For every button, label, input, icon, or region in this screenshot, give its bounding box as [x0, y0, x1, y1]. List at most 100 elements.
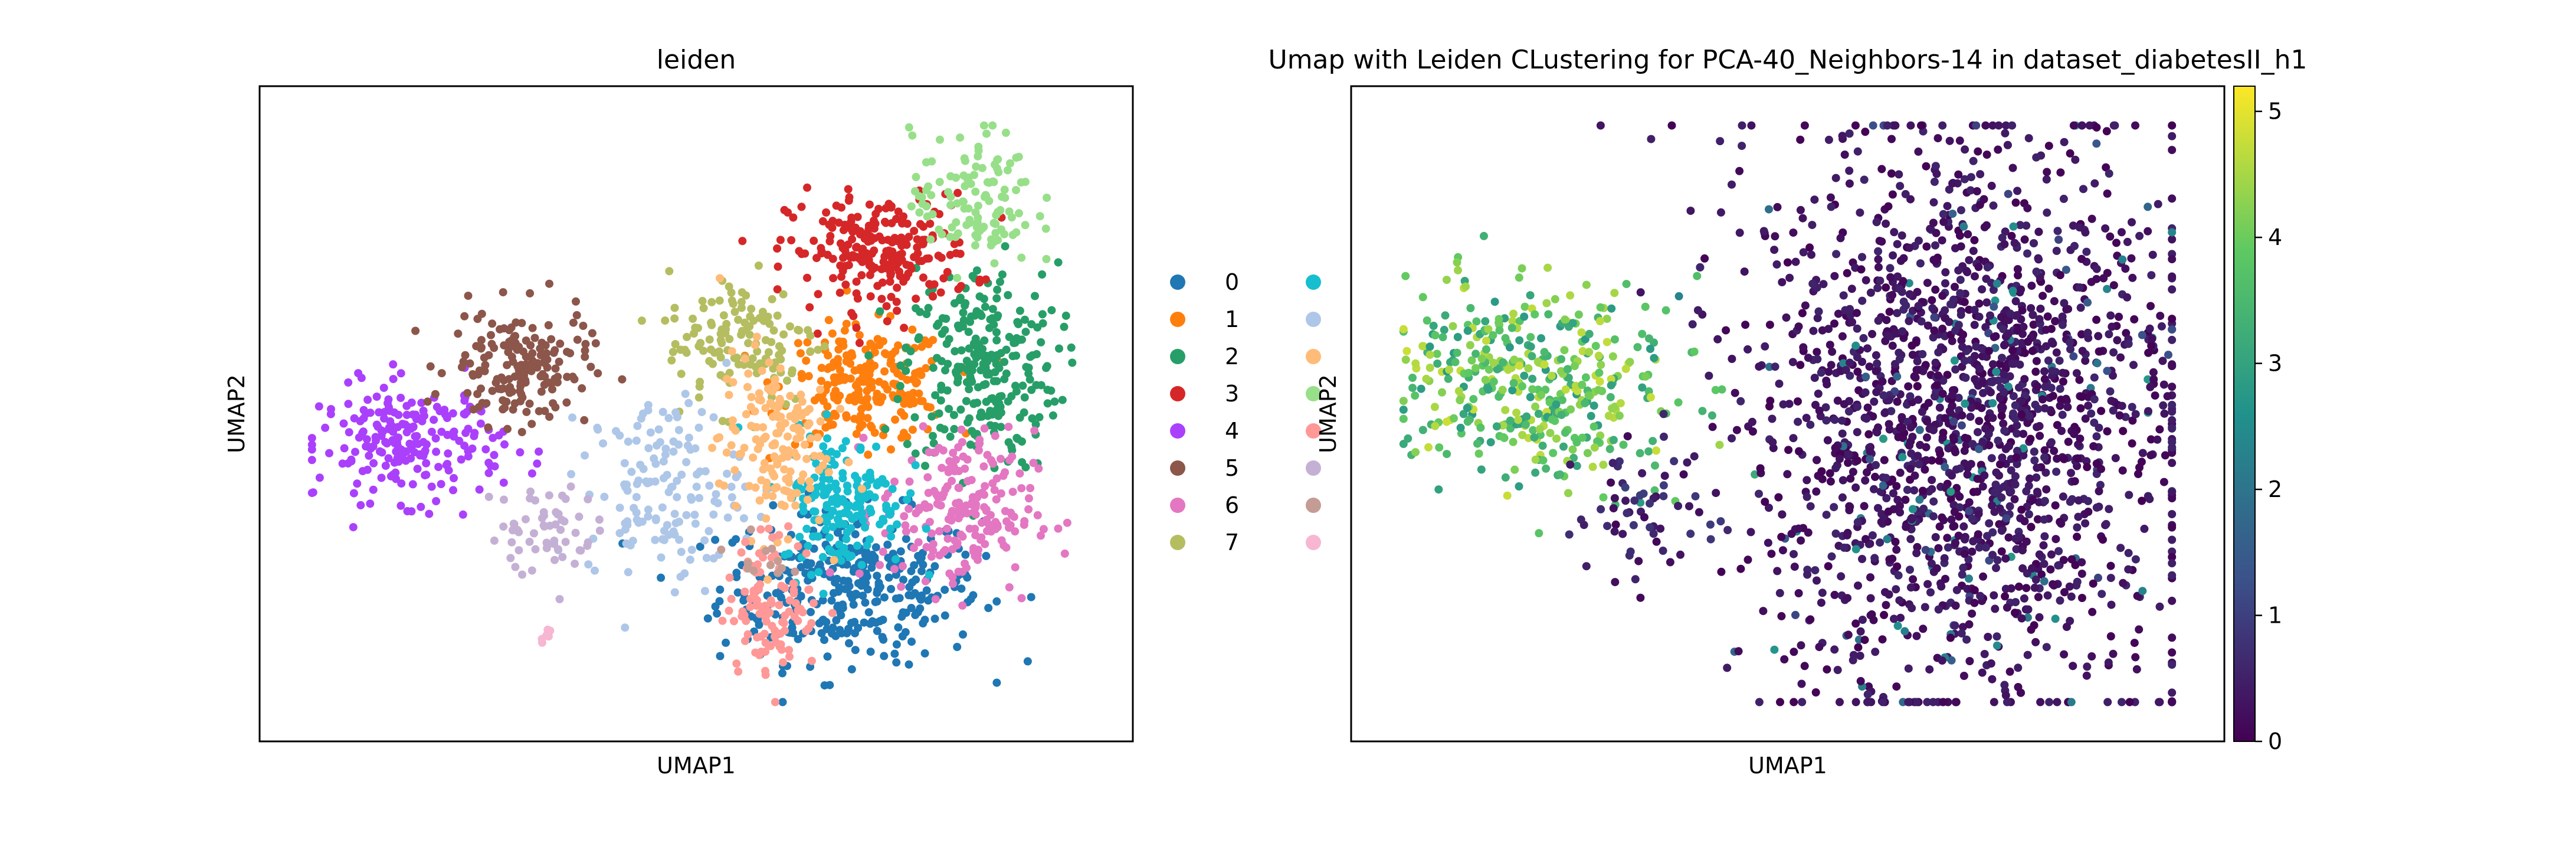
point-cluster-1	[825, 363, 834, 372]
point-main-cluster	[1843, 594, 1852, 603]
point-left-cluster	[1464, 368, 1473, 377]
point-main-cluster	[2044, 285, 2053, 293]
point-main-cluster	[1885, 396, 1893, 405]
point-cluster-0	[876, 583, 884, 591]
point-main-cluster	[2168, 688, 2177, 697]
point-cluster-0	[835, 583, 844, 592]
point-cluster-11	[961, 182, 969, 191]
point-main-cluster	[1929, 218, 1938, 227]
point-cluster-5	[477, 384, 485, 393]
point-main-cluster	[2046, 565, 2055, 574]
point-left-cluster	[1582, 280, 1591, 289]
point-main-cluster	[1976, 170, 1985, 179]
point-main-cluster	[1918, 486, 1927, 495]
point-cluster-6	[969, 544, 978, 552]
point-cluster-8	[825, 475, 834, 483]
point-main-cluster	[1866, 573, 1874, 582]
point-cluster-0	[778, 698, 787, 707]
point-main-cluster	[2033, 382, 2041, 391]
point-cluster-4	[385, 423, 394, 432]
point-left-cluster	[1530, 310, 1539, 319]
point-main-cluster	[1903, 485, 1912, 494]
point-main-cluster	[2007, 487, 2015, 496]
point-bridge	[1629, 521, 1638, 529]
point-left-cluster	[1638, 329, 1647, 338]
point-main-cluster	[1958, 570, 1967, 579]
point-cluster-11	[1041, 224, 1050, 233]
point-cluster-14	[774, 568, 782, 577]
point-main-cluster	[1952, 465, 1961, 474]
point-left-cluster	[1429, 322, 1438, 330]
point-cluster-12	[737, 548, 746, 557]
point-left-cluster	[1715, 440, 1724, 449]
point-cluster-15	[543, 625, 552, 634]
point-main-cluster	[1893, 309, 1902, 318]
point-left-cluster	[1641, 372, 1650, 381]
point-cluster-9	[615, 504, 624, 512]
point-main-cluster	[1919, 504, 1928, 513]
point-cluster-9	[659, 474, 668, 483]
point-cluster-7	[705, 335, 714, 344]
point-cluster-10	[747, 393, 756, 401]
point-cluster-11	[912, 172, 920, 181]
point-main-cluster	[1848, 318, 1857, 326]
point-cluster-0	[716, 585, 725, 594]
point-cluster-11	[952, 174, 961, 182]
point-cluster-2	[929, 431, 937, 440]
point-cluster-13	[509, 526, 517, 535]
point-cluster-2	[985, 323, 994, 332]
point-cluster-9	[664, 414, 673, 423]
point-cluster-0	[907, 567, 916, 576]
point-cluster-10	[771, 439, 779, 448]
point-cluster-3	[844, 185, 853, 194]
point-cluster-0	[815, 560, 824, 569]
point-main-cluster	[2130, 639, 2139, 648]
point-left-cluster	[1546, 429, 1555, 437]
point-cluster-5	[472, 342, 481, 351]
point-cluster-3	[774, 262, 782, 271]
point-cluster-1	[850, 395, 859, 404]
point-main-cluster	[2008, 121, 2017, 130]
point-cluster-12	[761, 671, 770, 679]
point-main-cluster	[2090, 179, 2099, 188]
point-cluster-2	[995, 392, 1004, 401]
point-cluster-9	[682, 457, 691, 466]
point-cluster-6	[980, 503, 988, 512]
point-left-cluster	[1548, 415, 1556, 424]
point-cluster-13	[521, 515, 530, 524]
point-cluster-0	[861, 598, 870, 607]
point-left-cluster	[1585, 348, 1594, 357]
point-main-cluster	[1716, 208, 1725, 217]
point-main-cluster	[1866, 594, 1875, 603]
point-cluster-5	[460, 312, 469, 321]
point-main-cluster	[2023, 613, 2032, 622]
point-cluster-5	[544, 321, 553, 329]
point-cluster-0	[930, 562, 939, 571]
point-cluster-3	[975, 278, 984, 287]
point-cluster-4	[351, 447, 359, 456]
point-main-cluster	[1882, 316, 1891, 325]
point-cluster-6	[932, 490, 940, 499]
point-cluster-8	[861, 523, 869, 532]
point-cluster-13	[499, 522, 508, 531]
point-main-cluster	[2052, 348, 2061, 357]
point-cluster-7	[668, 348, 677, 357]
point-main-cluster	[1939, 698, 1948, 707]
point-main-cluster	[2076, 434, 2085, 443]
point-left-cluster	[1456, 396, 1464, 404]
point-main-cluster	[1998, 233, 2007, 242]
point-cluster-0	[907, 604, 916, 612]
point-main-cluster	[2013, 265, 2022, 273]
point-main-cluster	[2028, 564, 2036, 573]
point-cluster-0	[755, 620, 763, 629]
point-cluster-1	[824, 316, 833, 325]
point-main-cluster	[1987, 388, 1995, 397]
point-cluster-0	[902, 534, 910, 543]
point-main-cluster	[1945, 185, 1954, 194]
point-main-cluster	[1790, 563, 1799, 571]
point-main-cluster	[2128, 439, 2136, 448]
point-cluster-5	[551, 364, 560, 373]
point-cluster-12	[732, 659, 741, 668]
point-main-cluster	[1887, 169, 1896, 178]
point-main-cluster	[1765, 504, 1773, 512]
